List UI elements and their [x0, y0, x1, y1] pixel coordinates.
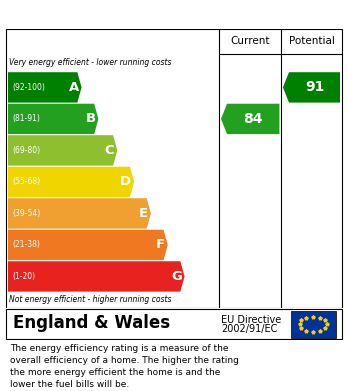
Text: (39-54): (39-54): [12, 209, 40, 218]
Text: EU Directive: EU Directive: [221, 315, 281, 325]
Bar: [291, 311, 336, 337]
Polygon shape: [8, 72, 81, 102]
Polygon shape: [8, 198, 151, 229]
Text: Not energy efficient - higher running costs: Not energy efficient - higher running co…: [9, 295, 172, 304]
Text: E: E: [139, 207, 148, 220]
Text: Current: Current: [230, 36, 270, 47]
Text: A: A: [69, 81, 79, 94]
Text: C: C: [105, 144, 114, 157]
Text: G: G: [171, 270, 182, 283]
Text: Energy Efficiency Rating: Energy Efficiency Rating: [9, 7, 230, 22]
Text: 84: 84: [244, 112, 263, 126]
Text: B: B: [86, 112, 96, 126]
Text: D: D: [120, 176, 131, 188]
Text: F: F: [156, 239, 165, 251]
Text: England & Wales: England & Wales: [13, 314, 171, 332]
Polygon shape: [8, 230, 168, 260]
Text: (1-20): (1-20): [12, 272, 35, 281]
Polygon shape: [8, 261, 184, 292]
Text: Potential: Potential: [288, 36, 334, 47]
Text: (81-91): (81-91): [12, 115, 40, 124]
Polygon shape: [283, 72, 340, 102]
Text: The energy efficiency rating is a measure of the
overall efficiency of a home. T: The energy efficiency rating is a measur…: [10, 344, 239, 389]
Polygon shape: [8, 135, 117, 166]
Text: (21-38): (21-38): [12, 240, 40, 249]
Text: 2002/91/EC: 2002/91/EC: [221, 324, 277, 334]
Polygon shape: [221, 104, 279, 134]
Text: (69-80): (69-80): [12, 146, 40, 155]
Text: 91: 91: [305, 81, 324, 94]
Text: (55-68): (55-68): [12, 178, 40, 187]
Polygon shape: [8, 167, 134, 197]
Polygon shape: [8, 104, 98, 134]
Text: (92-100): (92-100): [12, 83, 45, 92]
Text: Very energy efficient - lower running costs: Very energy efficient - lower running co…: [9, 58, 172, 67]
